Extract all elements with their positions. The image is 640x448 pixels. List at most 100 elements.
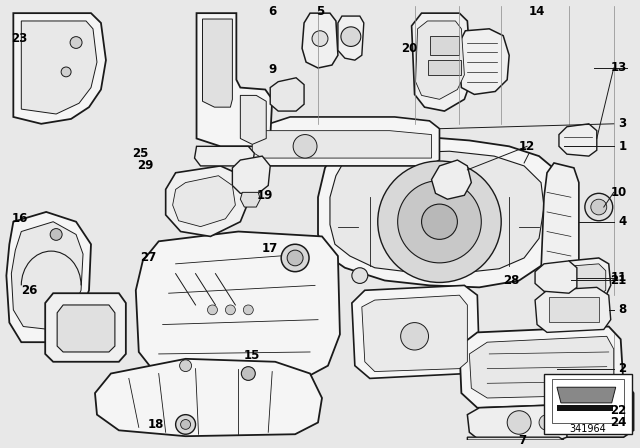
Text: 27: 27 — [141, 251, 157, 264]
Polygon shape — [362, 295, 467, 371]
Polygon shape — [535, 287, 611, 332]
Circle shape — [287, 250, 303, 266]
Polygon shape — [252, 131, 431, 158]
Text: 6: 6 — [268, 4, 276, 17]
Text: 25: 25 — [132, 146, 149, 159]
Text: 2: 2 — [618, 362, 627, 375]
Text: 7: 7 — [518, 434, 526, 447]
Text: 18: 18 — [148, 418, 164, 431]
Circle shape — [207, 305, 218, 315]
Polygon shape — [559, 124, 596, 156]
Polygon shape — [166, 166, 248, 237]
Circle shape — [70, 37, 82, 48]
Bar — [557, 405, 612, 411]
Polygon shape — [415, 21, 465, 99]
Text: 17: 17 — [262, 241, 278, 254]
Circle shape — [180, 419, 191, 429]
Bar — [428, 60, 461, 75]
Polygon shape — [136, 232, 340, 388]
Bar — [544, 374, 632, 434]
Polygon shape — [196, 13, 272, 146]
Circle shape — [591, 199, 607, 215]
Text: 14: 14 — [529, 4, 545, 17]
Circle shape — [401, 323, 429, 350]
Bar — [549, 297, 599, 322]
Polygon shape — [270, 78, 304, 111]
Circle shape — [539, 415, 555, 431]
Circle shape — [341, 27, 361, 47]
Text: 11: 11 — [611, 271, 627, 284]
Circle shape — [281, 244, 309, 271]
Text: 9: 9 — [268, 64, 276, 77]
Text: 3: 3 — [618, 117, 627, 130]
Polygon shape — [330, 151, 544, 274]
Circle shape — [180, 360, 191, 371]
Circle shape — [586, 403, 602, 418]
Circle shape — [293, 134, 317, 158]
Circle shape — [422, 204, 458, 239]
Text: 23: 23 — [12, 32, 28, 45]
Polygon shape — [460, 29, 509, 95]
Circle shape — [312, 31, 328, 47]
Text: 8: 8 — [618, 303, 627, 316]
Polygon shape — [557, 387, 616, 403]
Polygon shape — [554, 383, 634, 437]
Circle shape — [243, 305, 253, 315]
Polygon shape — [412, 13, 471, 111]
Circle shape — [50, 228, 62, 240]
Circle shape — [241, 366, 255, 380]
Polygon shape — [561, 258, 611, 303]
Text: 4: 4 — [618, 215, 627, 228]
Polygon shape — [338, 16, 364, 60]
Polygon shape — [6, 212, 91, 342]
Polygon shape — [460, 327, 623, 408]
Text: 341964: 341964 — [570, 424, 606, 435]
Text: 21: 21 — [611, 274, 627, 287]
Circle shape — [352, 268, 368, 284]
Polygon shape — [45, 293, 126, 362]
Circle shape — [507, 411, 531, 434]
Text: 29: 29 — [138, 159, 154, 172]
Polygon shape — [248, 117, 440, 166]
Polygon shape — [469, 336, 614, 398]
Circle shape — [609, 406, 619, 416]
Text: 24: 24 — [611, 416, 627, 429]
Polygon shape — [241, 192, 260, 207]
Polygon shape — [173, 176, 236, 227]
Polygon shape — [352, 285, 479, 379]
Text: 5: 5 — [316, 4, 324, 17]
Polygon shape — [202, 19, 232, 107]
Circle shape — [61, 67, 71, 77]
Text: 22: 22 — [611, 404, 627, 417]
Polygon shape — [535, 261, 577, 293]
Text: 20: 20 — [401, 42, 418, 55]
Text: 13: 13 — [611, 61, 627, 74]
Text: 26: 26 — [21, 284, 38, 297]
Polygon shape — [13, 13, 106, 124]
Circle shape — [175, 415, 196, 434]
Text: 12: 12 — [519, 140, 535, 153]
Bar — [552, 379, 623, 423]
Circle shape — [397, 181, 481, 263]
Text: 19: 19 — [257, 189, 273, 202]
Bar — [429, 36, 460, 55]
Polygon shape — [541, 163, 579, 278]
Polygon shape — [467, 405, 567, 440]
Polygon shape — [95, 359, 322, 436]
Polygon shape — [318, 137, 564, 287]
Polygon shape — [195, 146, 254, 166]
Polygon shape — [241, 95, 266, 144]
Text: 1: 1 — [618, 140, 627, 153]
Polygon shape — [567, 393, 627, 428]
Polygon shape — [232, 156, 270, 194]
Circle shape — [585, 194, 612, 221]
Circle shape — [378, 161, 501, 282]
Polygon shape — [467, 437, 564, 440]
Polygon shape — [302, 13, 338, 68]
Text: 15: 15 — [244, 349, 260, 362]
Polygon shape — [431, 160, 471, 199]
Polygon shape — [12, 222, 83, 329]
Polygon shape — [57, 305, 115, 352]
Text: 28: 28 — [503, 274, 519, 287]
Circle shape — [225, 305, 236, 315]
